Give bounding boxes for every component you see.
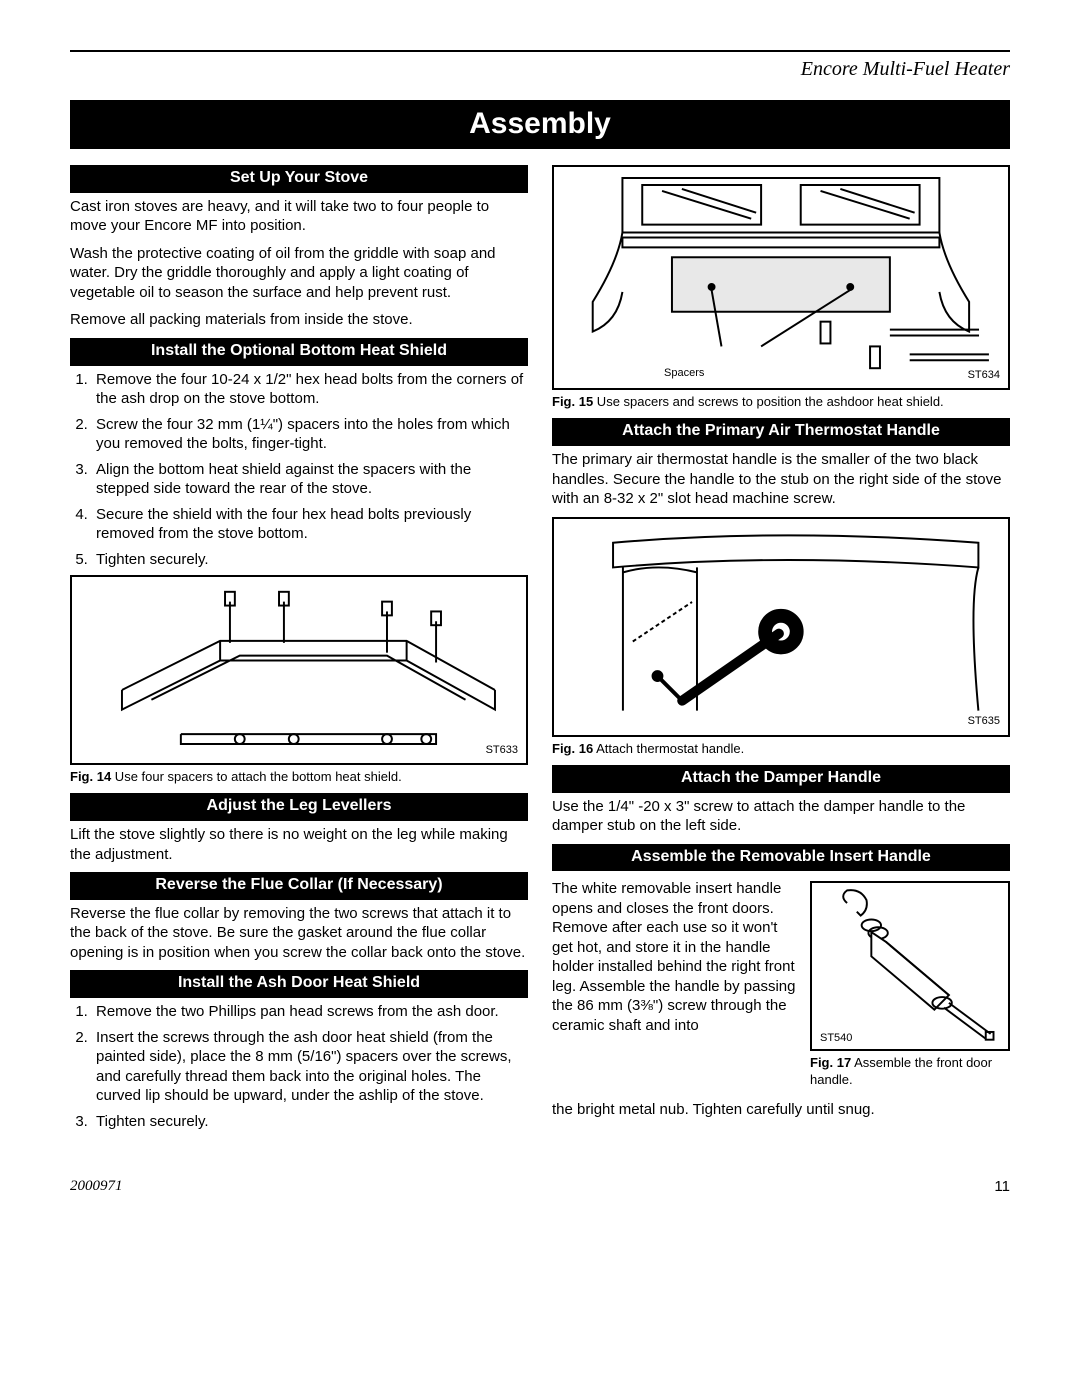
figure-15-svg — [563, 171, 999, 383]
fig15-caption: Fig. 15 Use spacers and screws to positi… — [552, 394, 1010, 410]
para: Reverse the flue collar by removing the … — [70, 904, 528, 963]
footer-page: 11 — [994, 1177, 1010, 1197]
fig15-spacers: Spacers — [664, 366, 704, 380]
left-column: Set Up Your Stove Cast iron stoves are h… — [70, 159, 528, 1137]
hdr-insert-handle: Assemble the Removable Insert Handle — [552, 844, 1010, 872]
fig15-code: ST634 — [968, 368, 1000, 382]
fig17-code: ST540 — [820, 1031, 852, 1045]
para: Cast iron stoves are heavy, and it will … — [70, 197, 528, 236]
list-item: Remove the four 10-24 x 1/2" hex head bo… — [92, 370, 528, 409]
hdr-thermostat-handle: Attach the Primary Air Thermostat Handle — [552, 418, 1010, 446]
list-item: Screw the four 32 mm (1¼") spacers into … — [92, 415, 528, 454]
hdr-leg-levellers: Adjust the Leg Levellers — [70, 793, 528, 821]
list-item: Tighten securely. — [92, 550, 528, 570]
fig16-code: ST635 — [968, 714, 1000, 728]
fig14-caption: Fig. 14 Use four spacers to attach the b… — [70, 769, 528, 785]
figure-17: ST540 — [810, 881, 1010, 1051]
list-item: Align the bottom heat shield against the… — [92, 460, 528, 499]
main-banner: Assembly — [70, 100, 1010, 149]
insert-handle-wrap: The white removable insert handle opens … — [552, 875, 1010, 1096]
hdr-bottom-heat-shield: Install the Optional Bottom Heat Shield — [70, 338, 528, 366]
para: the bright metal nub. Tighten carefully … — [552, 1100, 1010, 1120]
para: The primary air thermostat handle is the… — [552, 450, 1010, 509]
right-column: Spacers ST634 Fig. 15 Use spacers and sc… — [552, 159, 1010, 1137]
hdr-setup-stove: Set Up Your Stove — [70, 165, 528, 193]
fig17-caption: Fig. 17 Assemble the front door handle. — [810, 1055, 1010, 1088]
list-ash-door: Remove the two Phillips pan head screws … — [70, 1002, 528, 1131]
figure-17-svg — [818, 888, 1002, 1044]
figure-14: ST633 — [70, 575, 528, 765]
hdr-ash-door: Install the Ash Door Heat Shield — [70, 970, 528, 998]
footer-docnum: 2000971 — [70, 1177, 123, 1197]
figure-16: ST635 — [552, 517, 1010, 737]
hdr-damper-handle: Attach the Damper Handle — [552, 765, 1010, 793]
para: Lift the stove slightly so there is no w… — [70, 825, 528, 864]
figure-14-svg — [83, 582, 514, 759]
para: Remove all packing materials from inside… — [70, 310, 528, 330]
list-item: Tighten securely. — [92, 1112, 528, 1132]
para: Use the 1/4" -20 x 3" screw to attach th… — [552, 797, 1010, 836]
fig14-code: ST633 — [486, 743, 518, 757]
list-bottom-heat-shield: Remove the four 10-24 x 1/2" hex head bo… — [70, 370, 528, 570]
hdr-flue-collar: Reverse the Flue Collar (If Necessary) — [70, 872, 528, 900]
para: Wash the protective coating of oil from … — [70, 244, 528, 303]
figure-16-svg — [563, 523, 999, 730]
top-rule — [70, 50, 1010, 52]
fig16-caption: Fig. 16 Attach thermostat handle. — [552, 741, 1010, 757]
list-item: Secure the shield with the four hex head… — [92, 505, 528, 544]
figure-15: Spacers ST634 — [552, 165, 1010, 390]
doc-title: Encore Multi-Fuel Heater — [70, 56, 1010, 82]
list-item: Remove the two Phillips pan head screws … — [92, 1002, 528, 1022]
list-item: Insert the screws through the ash door h… — [92, 1028, 528, 1106]
columns: Set Up Your Stove Cast iron stoves are h… — [70, 159, 1010, 1137]
footer: 2000971 11 — [70, 1177, 1010, 1197]
para: The white removable insert handle opens … — [552, 879, 798, 1035]
